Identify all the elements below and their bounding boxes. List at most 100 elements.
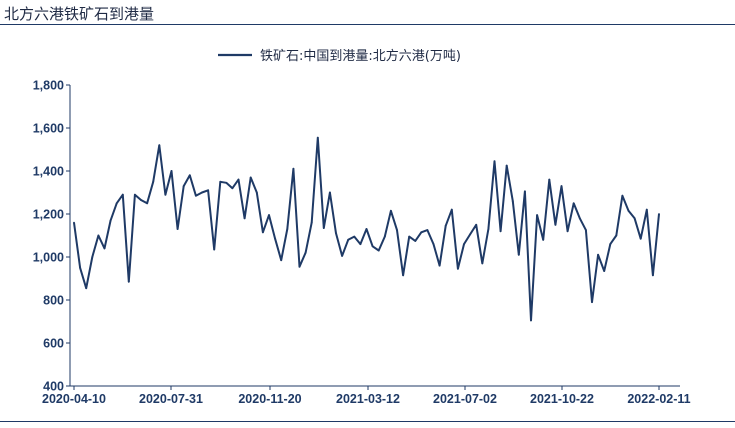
data-point — [658, 213, 660, 215]
y-tick-label: 1,600 — [33, 122, 64, 136]
data-point — [377, 249, 380, 252]
x-tick-label: 2020-11-20 — [238, 392, 301, 406]
data-point — [652, 274, 654, 277]
data-point — [201, 191, 203, 194]
data-point — [134, 193, 136, 196]
data-point — [176, 228, 179, 230]
data-point — [188, 174, 191, 177]
data-point — [390, 209, 392, 212]
data-point — [517, 253, 520, 256]
data-point — [371, 245, 374, 248]
data-point — [432, 243, 435, 246]
data-point — [97, 234, 100, 237]
data-point — [572, 202, 575, 205]
data-point — [402, 274, 404, 277]
data-point — [158, 144, 161, 147]
x-tick-label: 2020-07-31 — [139, 392, 203, 406]
data-point — [115, 202, 118, 205]
y-tick-label: 1,200 — [33, 208, 64, 222]
data-point — [164, 193, 167, 196]
data-point — [121, 193, 124, 196]
y-tick-label: 600 — [43, 337, 64, 351]
data-point — [548, 178, 551, 181]
data-point — [225, 181, 228, 184]
data-point — [542, 238, 545, 241]
data-point — [487, 228, 490, 230]
data-point — [292, 167, 295, 170]
data-point — [450, 208, 453, 211]
data-point — [566, 230, 569, 233]
data-point — [182, 185, 185, 188]
data-point — [591, 301, 593, 303]
data-point — [493, 160, 496, 163]
legend-label: 铁矿石:中国到港量:北方六港(万吨) — [260, 48, 461, 64]
data-point — [530, 319, 532, 322]
data-point — [597, 253, 599, 256]
data-point — [359, 243, 362, 246]
data-point — [609, 243, 612, 246]
data-point — [329, 191, 331, 194]
title-rule — [0, 24, 735, 25]
y-tick-label: 1,800 — [33, 79, 64, 93]
data-point — [414, 240, 417, 242]
data-point — [578, 217, 581, 220]
data-point — [127, 280, 130, 283]
data-point — [469, 233, 471, 236]
data-point — [383, 235, 386, 238]
data-point — [79, 266, 81, 269]
data-point — [365, 228, 368, 230]
data-point — [463, 243, 465, 246]
x-tick-label: 2021-10-22 — [530, 392, 594, 406]
data-point — [243, 217, 246, 220]
data-point — [420, 231, 423, 234]
data-point — [438, 264, 441, 267]
data-point — [481, 262, 484, 265]
x-tick-label: 2021-07-02 — [433, 392, 497, 406]
data-point — [444, 224, 447, 227]
chart-legend: 铁矿石:中国到港量:北方六港(万吨) — [218, 48, 461, 64]
data-point — [335, 232, 337, 235]
data-point — [249, 176, 252, 179]
data-point — [353, 235, 356, 238]
data-point — [262, 231, 264, 234]
data-point — [475, 223, 478, 226]
data-point — [310, 221, 313, 224]
data-point — [639, 237, 642, 240]
data-point — [274, 237, 276, 240]
data-point — [85, 287, 88, 290]
data-point — [645, 208, 648, 211]
data-point — [298, 265, 301, 268]
data-point — [341, 255, 343, 257]
data-point — [396, 229, 398, 232]
x-tick-labels: 2020-04-10 2020-07-31 2020-11-20 2021-03-12… — [42, 392, 691, 406]
page-title: 北方六港铁矿石到港量 — [4, 5, 155, 23]
data-point — [219, 180, 222, 183]
data-point — [195, 194, 197, 197]
data-point — [109, 219, 112, 222]
x-tick-label: 2021-03-12 — [336, 392, 400, 406]
data-point — [140, 199, 142, 201]
data-point — [511, 200, 514, 203]
data-point — [73, 221, 75, 224]
x-tick-label: 2022-02-11 — [627, 392, 690, 406]
chart-series — [73, 136, 660, 322]
y-tick-labels: 400 600 800 1,000 1,200 1,400 1,600 1,800 — [33, 79, 64, 394]
data-point — [268, 214, 270, 217]
data-point — [621, 194, 624, 197]
y-tick-label: 400 — [43, 380, 64, 394]
data-point — [322, 227, 325, 229]
data-point — [207, 189, 210, 192]
data-point — [524, 190, 526, 193]
data-point — [585, 229, 587, 232]
data-point — [426, 229, 429, 232]
data-point — [615, 234, 618, 237]
y-tick-label: 1,000 — [33, 251, 64, 265]
data-point — [103, 247, 106, 250]
data-point — [499, 230, 502, 233]
data-point — [280, 259, 283, 262]
data-point — [347, 238, 350, 241]
y-tick-label: 1,400 — [33, 165, 64, 179]
data-point — [152, 180, 155, 183]
y-tick-label: 800 — [43, 294, 64, 308]
